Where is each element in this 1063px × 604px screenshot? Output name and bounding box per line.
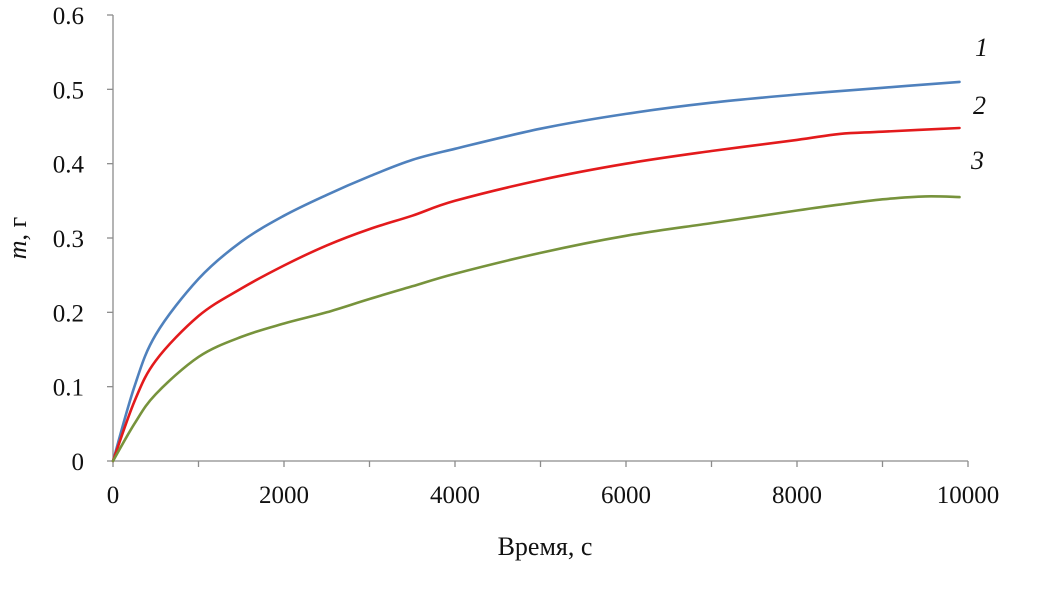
y-tick-label: 0.5 [53, 77, 84, 104]
series-line-1 [111, 80, 961, 463]
x-tick-label: 4000 [430, 482, 480, 509]
tick-labels: 0 0.1 0.2 0.3 0.4 0.5 0.6 0 2000 4000 6000 8000 1000… [53, 3, 1000, 509]
x-axis-title: Время, с [498, 532, 593, 561]
x-tick-label: 8000 [772, 482, 822, 509]
series-label-1: 1 [975, 33, 988, 62]
axes [112, 15, 968, 462]
y-axis-title-symbol: m [3, 240, 32, 259]
series-labels: 1 2 3 [970, 33, 988, 175]
ticks [107, 14, 969, 467]
y-tick-label: 0.4 [53, 152, 85, 179]
y-tick-label: 0.6 [53, 3, 84, 30]
x-tick-label: 6000 [601, 482, 651, 509]
y-axis-title-unit: , г [3, 217, 32, 241]
x-tick-label: 2000 [259, 482, 309, 509]
y-tick-label: 0 [72, 449, 85, 476]
x-tick-label: 10000 [937, 482, 1000, 509]
series-line-2 [111, 126, 961, 463]
series-lines [111, 80, 961, 463]
y-tick-label: 0.2 [53, 300, 84, 327]
x-tick-label: 0 [107, 482, 120, 509]
series-label-3: 3 [970, 146, 984, 175]
series-line-3 [111, 195, 961, 463]
y-axis-title: m, г [3, 217, 32, 259]
y-tick-label: 0.1 [53, 375, 84, 402]
series-label-2: 2 [973, 91, 986, 120]
y-tick-label: 0.3 [53, 226, 84, 253]
